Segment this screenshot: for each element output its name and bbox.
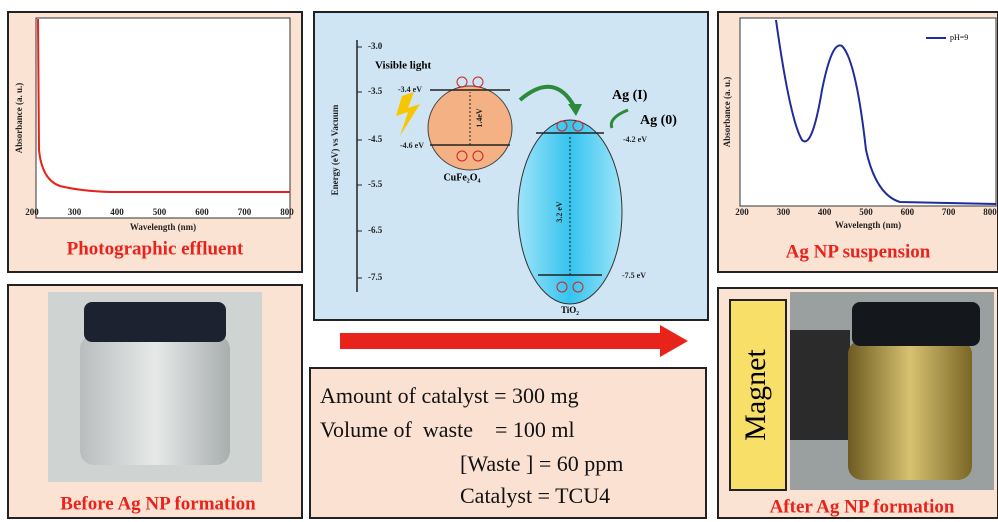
x-tick-label: 700	[942, 207, 956, 217]
after-panel: Magnet After Ag NP formation	[718, 288, 998, 518]
condition: Catalyst = TCU4	[460, 483, 610, 508]
light-label: Visible light	[375, 60, 431, 72]
y-tick-label: -4.5	[368, 134, 383, 144]
y-label: Absorbance (a. u.)	[722, 77, 732, 148]
tio2-particle	[518, 120, 622, 304]
jar-lid	[84, 302, 226, 342]
x-tick-label: 400	[818, 207, 832, 217]
x-tick-label: 400	[110, 207, 124, 217]
caption: Ag NP suspension	[786, 241, 931, 262]
ag-ion: Ag (I)	[612, 88, 648, 103]
x-label: Wavelength (nm)	[835, 220, 901, 230]
x-tick-label: 300	[68, 207, 82, 217]
before-panel: Before Ag NP formation	[8, 285, 302, 518]
caption: After Ag NP formation	[770, 496, 955, 517]
jar	[848, 340, 972, 480]
energy-diagram: -3.0 -3.5 -4.5 -5.5 -6.5 -7.5 Energy (eV) vs …	[314, 12, 708, 320]
energy-label: -4.6 eV	[400, 141, 424, 150]
ag-metal: Ag (0)	[640, 113, 677, 128]
suspension-panel: pH=9 Absorbance (a. u.) 200 300 400 500 600 7…	[718, 12, 998, 272]
x-tick-label: 600	[195, 207, 209, 217]
x-tick-label: 600	[901, 207, 915, 217]
x-tick-label: 200	[25, 207, 39, 217]
x-tick-label: 200	[735, 207, 749, 217]
y-label: Energy (eV) vs Vacuum	[330, 104, 340, 195]
material-name: TiO₂	[561, 305, 579, 315]
y-tick-label: -7.5	[368, 272, 383, 282]
energy-label: -3.4 eV	[398, 85, 422, 94]
x-tick-label: 300	[777, 207, 791, 217]
energy-label: -4.2 eV	[623, 135, 647, 144]
caption: Before Ag NP formation	[60, 493, 256, 514]
y-tick-label: -3.0	[368, 41, 383, 51]
jar-lid	[852, 302, 980, 346]
legend-label: pH=9	[950, 33, 968, 42]
conditions-box: Amount of catalyst = 300 mg Volume of wa…	[310, 368, 706, 518]
effluent-panel: Absorbance (a. u.) 200 300 400 500 600 700 800…	[8, 12, 302, 272]
y-tick-label: -3.5	[368, 86, 383, 96]
x-label: Wavelength (nm)	[130, 222, 196, 232]
energy-label: -7.5 eV	[622, 271, 646, 280]
x-tick-label: 800	[280, 207, 294, 217]
process-arrow	[340, 325, 688, 357]
condition: Amount of catalyst = 300 mg	[320, 383, 579, 408]
magnet-block	[790, 330, 850, 440]
x-tick-label: 500	[859, 207, 873, 217]
material-name: CuFe₂O₄	[443, 172, 480, 183]
plot-area	[740, 18, 996, 206]
graphical-abstract: Absorbance (a. u.) 200 300 400 500 600 700 800…	[0, 0, 998, 522]
gap-label: 3.2 eV	[555, 201, 564, 223]
y-label: Absorbance (a. u.)	[14, 83, 24, 154]
condition: [Waste ] = 60 ppm	[460, 451, 623, 476]
y-tick-label: -6.5	[368, 225, 383, 235]
gap-label: 1.4eV	[475, 108, 484, 128]
y-tick-label: -5.5	[368, 179, 383, 189]
x-tick-label: 700	[238, 207, 252, 217]
x-tick-label: 800	[983, 207, 997, 217]
caption: Photographic effluent	[67, 238, 244, 259]
x-tick-label: 500	[153, 207, 167, 217]
condition: Volume of waste = 100 ml	[320, 417, 575, 442]
jar	[80, 335, 230, 465]
magnet-label: Magnet	[739, 349, 772, 441]
